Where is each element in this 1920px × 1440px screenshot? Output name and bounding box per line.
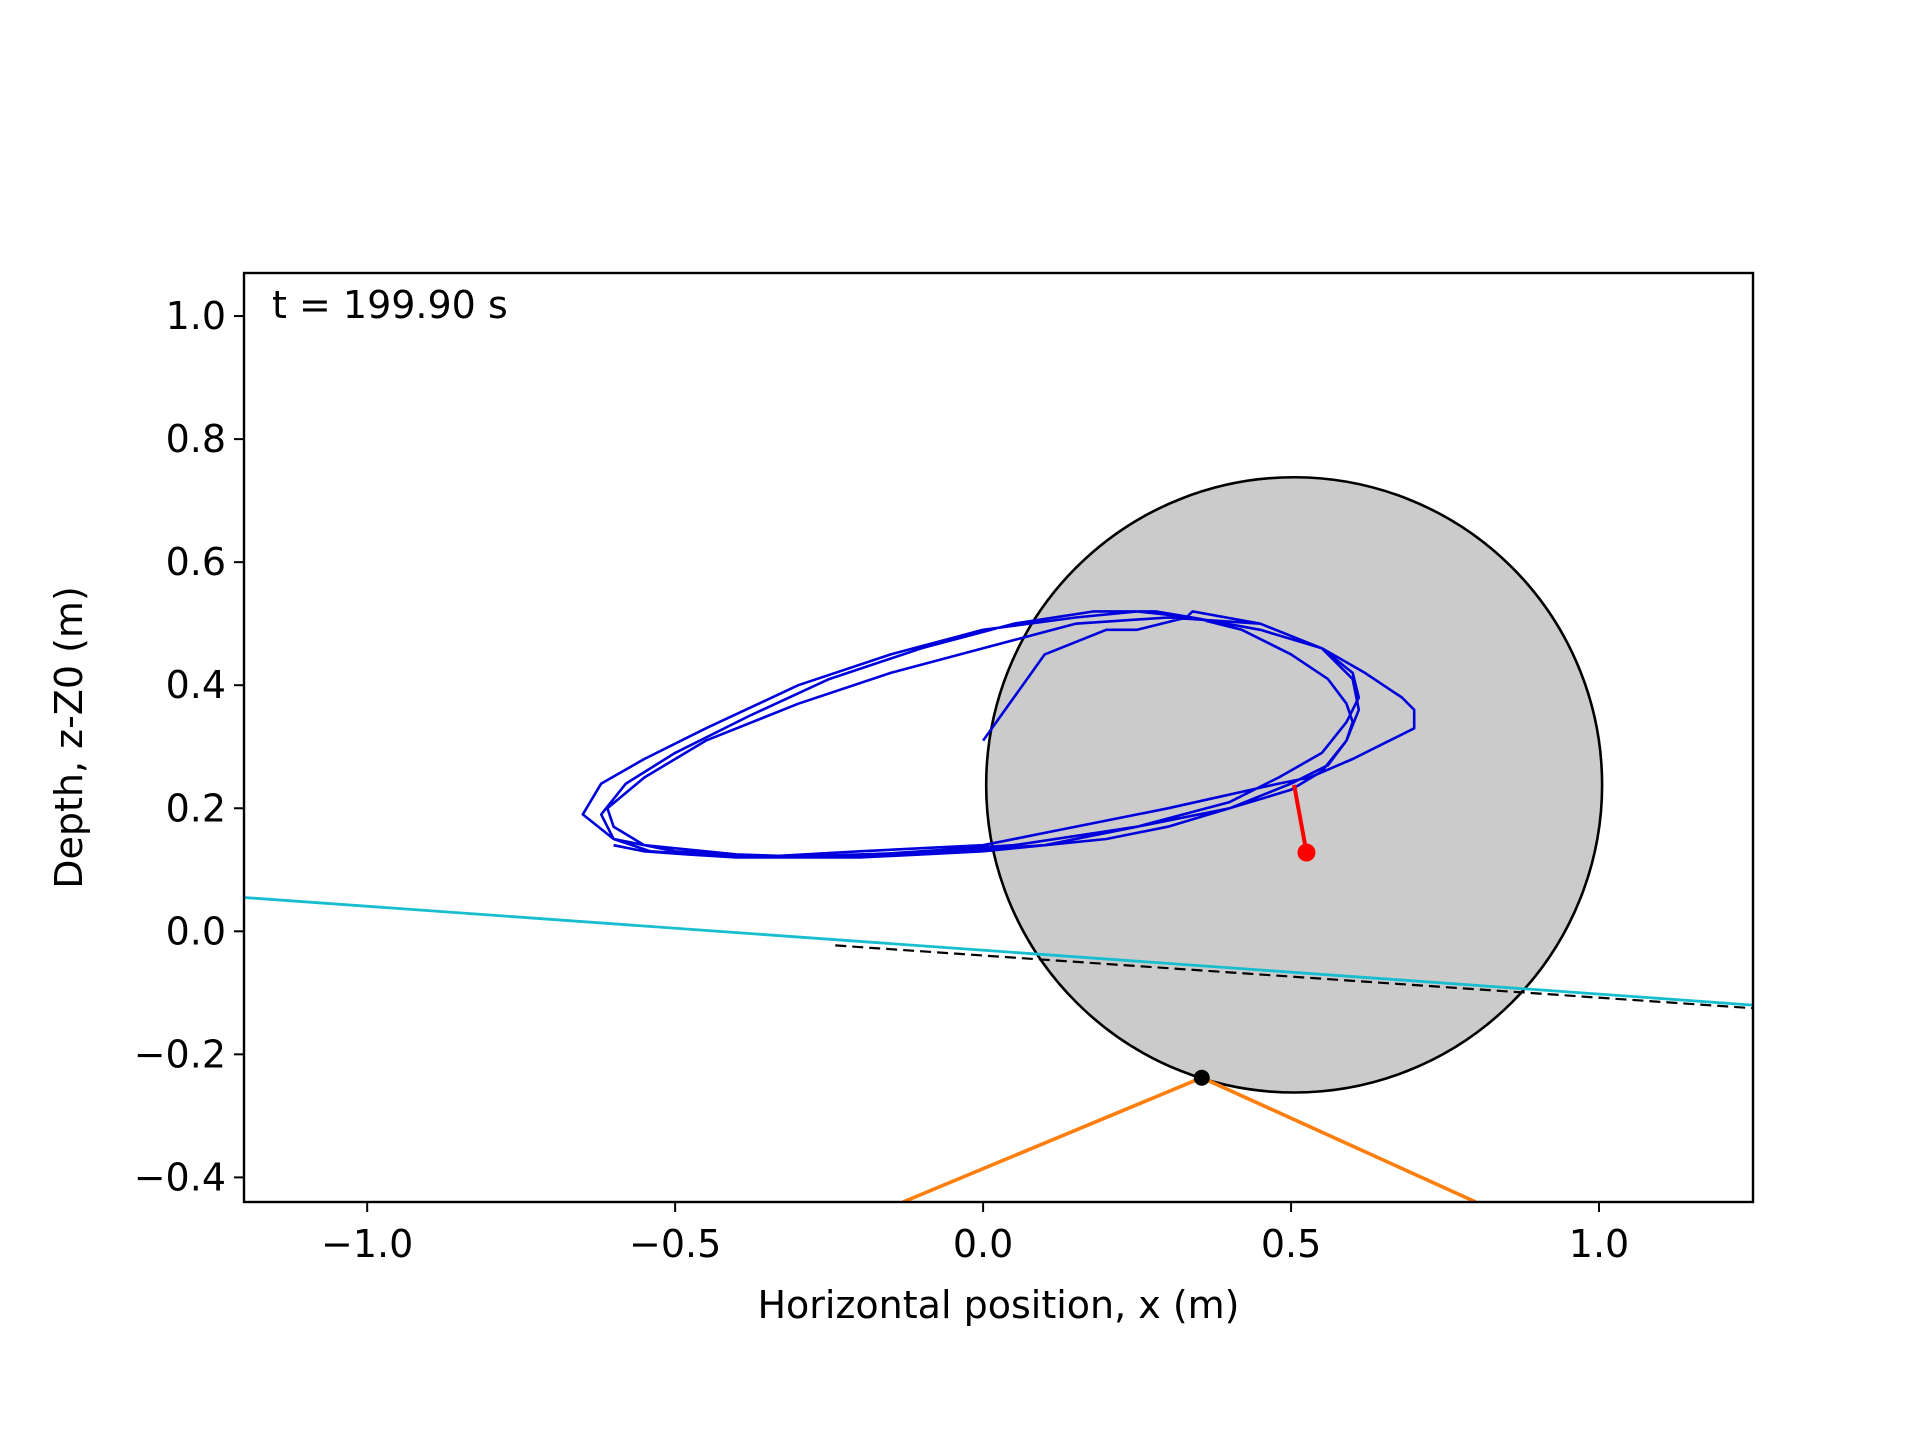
pendulum-rod <box>1292 784 1309 853</box>
mooring-line-2 <box>1201 1076 1477 1202</box>
y-tick-label: −0.4 <box>134 1155 226 1199</box>
y-tick-label: 0.4 <box>166 663 226 707</box>
y-tick-label: 0.2 <box>166 786 226 830</box>
x-axis-label: Horizontal position, x (m) <box>757 1283 1239 1327</box>
time-annotation: t = 199.90 s <box>272 283 508 327</box>
trajectory-line <box>581 610 1416 859</box>
axes-frame <box>242 271 1755 1204</box>
pendulum-mass <box>1297 843 1316 862</box>
y-tick-label: 0.8 <box>166 417 226 461</box>
ticks: −1.0 −0.5 0.0 0.5 1.0 −0.4 −0.2 0.0 0.2 0.4 0.6 0.8… <box>134 294 1630 1266</box>
x-tick-label: −0.5 <box>629 1222 721 1266</box>
plot-content <box>244 475 1753 1202</box>
fairlead-point <box>1193 1069 1210 1086</box>
y-axis-label: Depth, z-Z0 (m) <box>47 586 91 889</box>
x-tick-label: 0.5 <box>1261 1222 1321 1266</box>
x-tick-label: 1.0 <box>1569 1222 1629 1266</box>
mooring-line-1 <box>902 1076 1203 1202</box>
y-tick-label: 0.0 <box>166 909 226 953</box>
y-tick-label: −0.2 <box>134 1032 226 1076</box>
y-tick-label: 0.6 <box>166 540 226 584</box>
reference-dashed-line <box>835 944 1753 1010</box>
y-tick-label: 1.0 <box>166 294 226 338</box>
floating-body <box>984 475 1604 1094</box>
x-tick-label: −1.0 <box>321 1222 413 1266</box>
water-surface-line <box>244 896 1753 1007</box>
x-tick-label: 0.0 <box>953 1222 1013 1266</box>
